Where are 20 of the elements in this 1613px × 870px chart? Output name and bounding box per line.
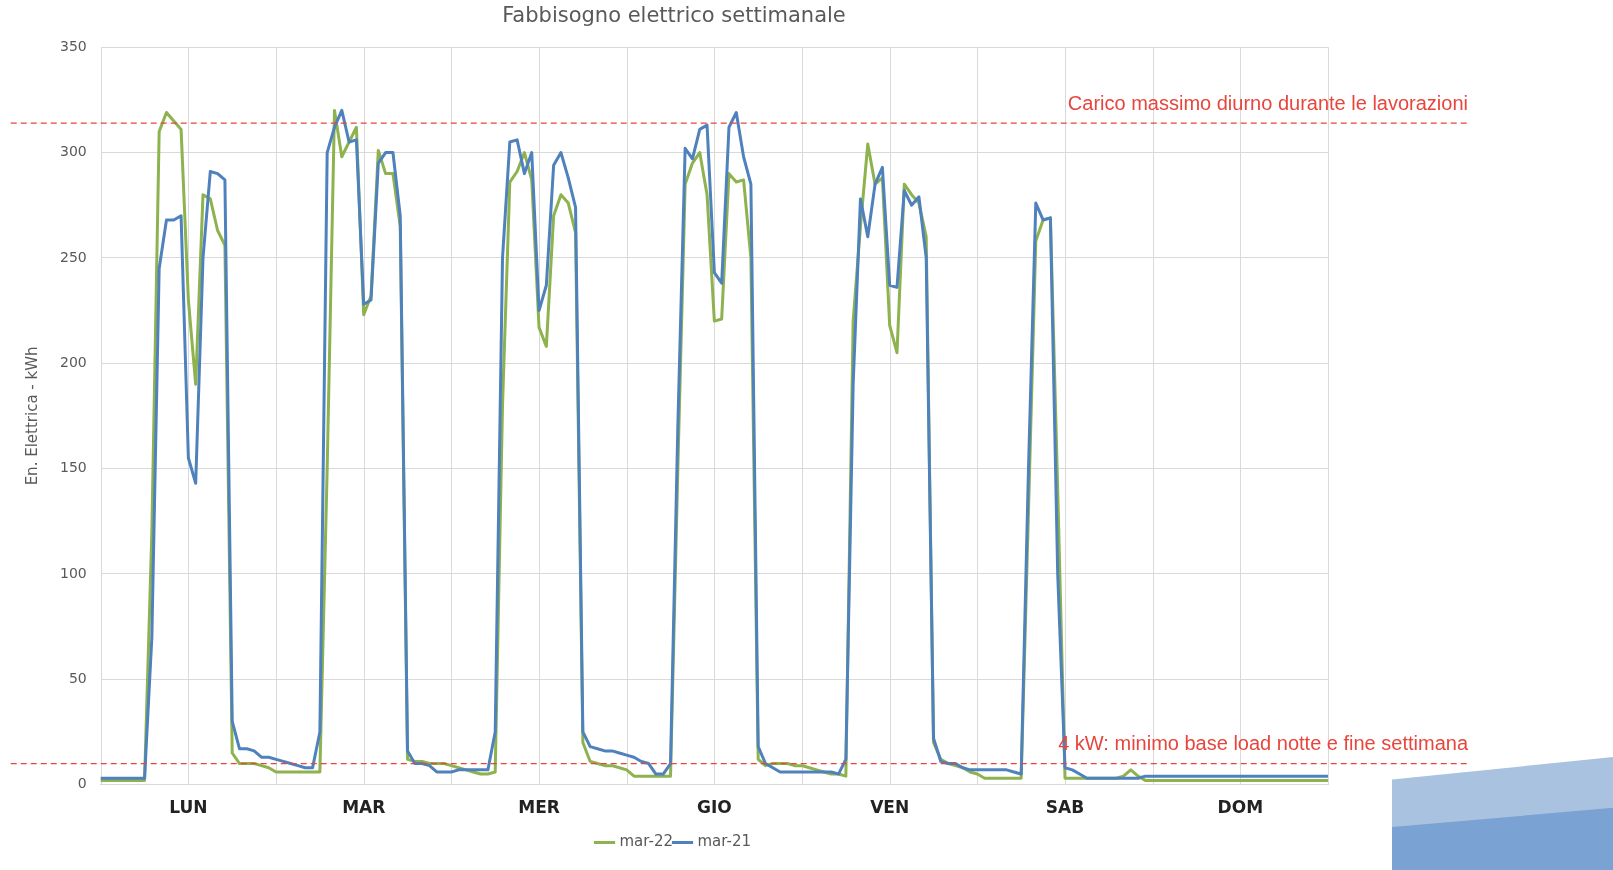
x-tick-label: GIO — [696, 797, 732, 818]
y-tick-label: 150 — [59, 459, 87, 476]
y-tick-label: 250 — [59, 248, 87, 265]
x-tick-label: MAR — [342, 797, 386, 818]
x-tick-label: LUN — [169, 797, 208, 818]
chart-title: Fabbisogno elettrico settimanale — [502, 3, 846, 28]
y-tick-label: 300 — [59, 143, 87, 160]
legend-label: mar-22 — [619, 832, 673, 851]
y-tick-label: 0 — [77, 775, 87, 792]
y-tick-label: 100 — [59, 564, 87, 581]
y-tick-label: 350 — [59, 37, 87, 54]
x-tick-label: VEN — [870, 797, 910, 818]
x-tick-label: MER — [518, 797, 560, 818]
legend-label: mar-21 — [697, 832, 752, 851]
x-tick-label: DOM — [1217, 797, 1264, 818]
y-tick-label: 200 — [59, 353, 87, 370]
x-tick-label: SAB — [1045, 797, 1085, 818]
ref-line-label: Carico massimo diurno durante le lavorazioni — [1067, 91, 1468, 114]
y-axis-title: En. Elettrica - kWh — [22, 346, 41, 486]
y-tick-label: 50 — [68, 669, 87, 686]
